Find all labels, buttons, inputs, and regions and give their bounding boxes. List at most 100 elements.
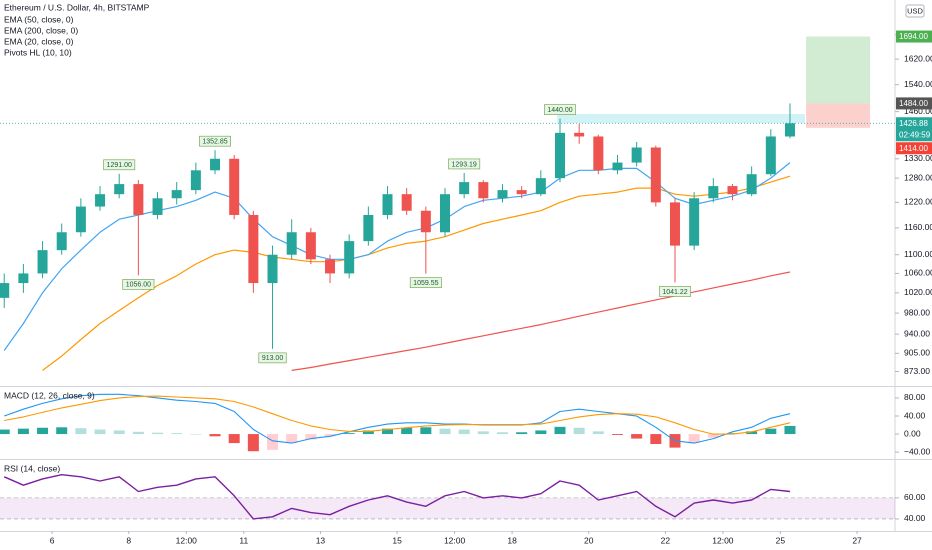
- legend-entry[interactable]: Pivots HL (10, 10): [4, 47, 72, 57]
- macd-bar: [573, 427, 585, 435]
- indicator-title[interactable]: MACD (12, 26, close, 9): [4, 390, 95, 400]
- candle-body: [344, 241, 355, 274]
- macd-bar: [631, 434, 643, 439]
- macd-bar: [439, 428, 451, 435]
- macd-pane: [0, 393, 796, 452]
- candle-body: [0, 283, 10, 298]
- legend-entry[interactable]: EMA (50, close, 0): [4, 14, 74, 24]
- candle-body: [75, 206, 86, 233]
- position-zone: [806, 36, 871, 104]
- price-tag-label: 1426.88: [899, 119, 928, 128]
- macd-bar: [362, 430, 374, 435]
- candle-body: [650, 147, 661, 203]
- macd-bar: [228, 434, 240, 444]
- x-tick-label: 13: [316, 535, 326, 545]
- x-tick-label: 15: [392, 535, 402, 545]
- macd-bar: [56, 427, 68, 435]
- y-tick-label: −40.00: [904, 446, 931, 456]
- candle-body: [574, 132, 585, 137]
- candle-body: [325, 259, 336, 274]
- pivot-label: 1352.85: [202, 139, 227, 146]
- x-tick-label: 12:00: [176, 535, 198, 545]
- macd-bar: [152, 432, 164, 435]
- macd-bar: [132, 431, 144, 435]
- price-pane: 1291.00 1352.85 1293.19 1440.00 1056.00 913.0…: [0, 36, 895, 371]
- candle-body: [420, 210, 431, 233]
- macd-bar: [401, 427, 413, 435]
- macd-bar: [497, 432, 509, 435]
- rsi-line: [3, 474, 791, 520]
- pivot-box: [199, 135, 231, 147]
- candle-body: [497, 190, 508, 199]
- macd-bar: [324, 434, 336, 437]
- macd-line: [4, 395, 791, 435]
- indicator-title[interactable]: RSI (14, close): [4, 463, 60, 473]
- candle-body: [631, 147, 642, 163]
- candle-body: [727, 186, 738, 195]
- y-tick-label: 1160.00: [904, 222, 932, 232]
- y-tick-label: 905.00: [904, 348, 930, 358]
- candle-body: [229, 158, 240, 215]
- candle-body: [440, 194, 451, 233]
- candle-body: [95, 194, 106, 207]
- candle-body: [765, 136, 776, 175]
- pivot-label: 1291.00: [107, 162, 132, 169]
- pivot-box: [258, 352, 287, 364]
- x-tick-label: 27: [852, 535, 862, 545]
- y-tick-label: 1330.00: [904, 153, 932, 163]
- macd-bar: [305, 434, 317, 440]
- y-tick-label: 60.00: [904, 492, 926, 502]
- x-tick-label: 20: [584, 535, 594, 545]
- y-tick-label: 1620.00: [904, 53, 932, 63]
- x-tick-label: 18: [507, 535, 517, 545]
- x-tick-label: 11: [239, 535, 248, 545]
- y-tick-label: 980.00: [904, 307, 930, 317]
- currency-label[interactable]: USD: [907, 6, 923, 15]
- price-tag: [896, 142, 932, 155]
- pivot-label: 1440.00: [547, 107, 572, 114]
- x-tick-label: 25: [776, 535, 786, 545]
- ema-line: [42, 175, 791, 371]
- legend-entry[interactable]: EMA (20, close, 0): [4, 36, 74, 46]
- y-tick-label: 873.00: [904, 366, 930, 376]
- legend-entry[interactable]: EMA (200, close, 0): [4, 25, 78, 35]
- pivot-label: 1056.00: [126, 282, 151, 289]
- macd-bar: [650, 434, 662, 444]
- candle-body: [133, 184, 144, 215]
- y-tick-label: 1460.00: [904, 106, 932, 116]
- candle-body: [612, 162, 623, 171]
- x-tick-label: 8: [126, 535, 131, 545]
- pivot-label: 1059.55: [413, 280, 438, 287]
- candle-body: [152, 198, 163, 215]
- macd-bar: [113, 430, 125, 435]
- candle-body: [554, 132, 565, 179]
- candle-body: [190, 170, 201, 191]
- macd-bar: [707, 434, 719, 438]
- macd-bar: [746, 431, 758, 435]
- macd-bar: [94, 429, 106, 435]
- price-tag: [896, 97, 932, 110]
- candle-body: [37, 250, 48, 274]
- macd-bar: [209, 434, 221, 437]
- chart-title: Ethereum / U.S. Dollar, 4h, BITSTAMP: [4, 2, 150, 12]
- y-tick-label: 40.00: [904, 410, 926, 420]
- rsi-pane: [0, 474, 895, 520]
- macd-bar: [477, 431, 489, 435]
- macd-bar: [765, 428, 777, 435]
- y-tick-label: 40.00: [904, 513, 926, 523]
- candle-body: [171, 190, 182, 199]
- y-tick-label: 1020.00: [904, 287, 932, 297]
- candle-body: [746, 174, 757, 195]
- candle-body: [401, 194, 412, 211]
- macd-bar: [688, 434, 700, 444]
- macd-bar: [75, 428, 87, 435]
- position-zone: [806, 103, 871, 128]
- price-zone: [557, 114, 805, 123]
- currency-box[interactable]: [905, 4, 925, 18]
- macd-bar: [343, 433, 355, 435]
- macd-bar: [784, 425, 796, 435]
- price-tag-label: 1484.00: [899, 99, 928, 108]
- candle-body: [708, 186, 719, 199]
